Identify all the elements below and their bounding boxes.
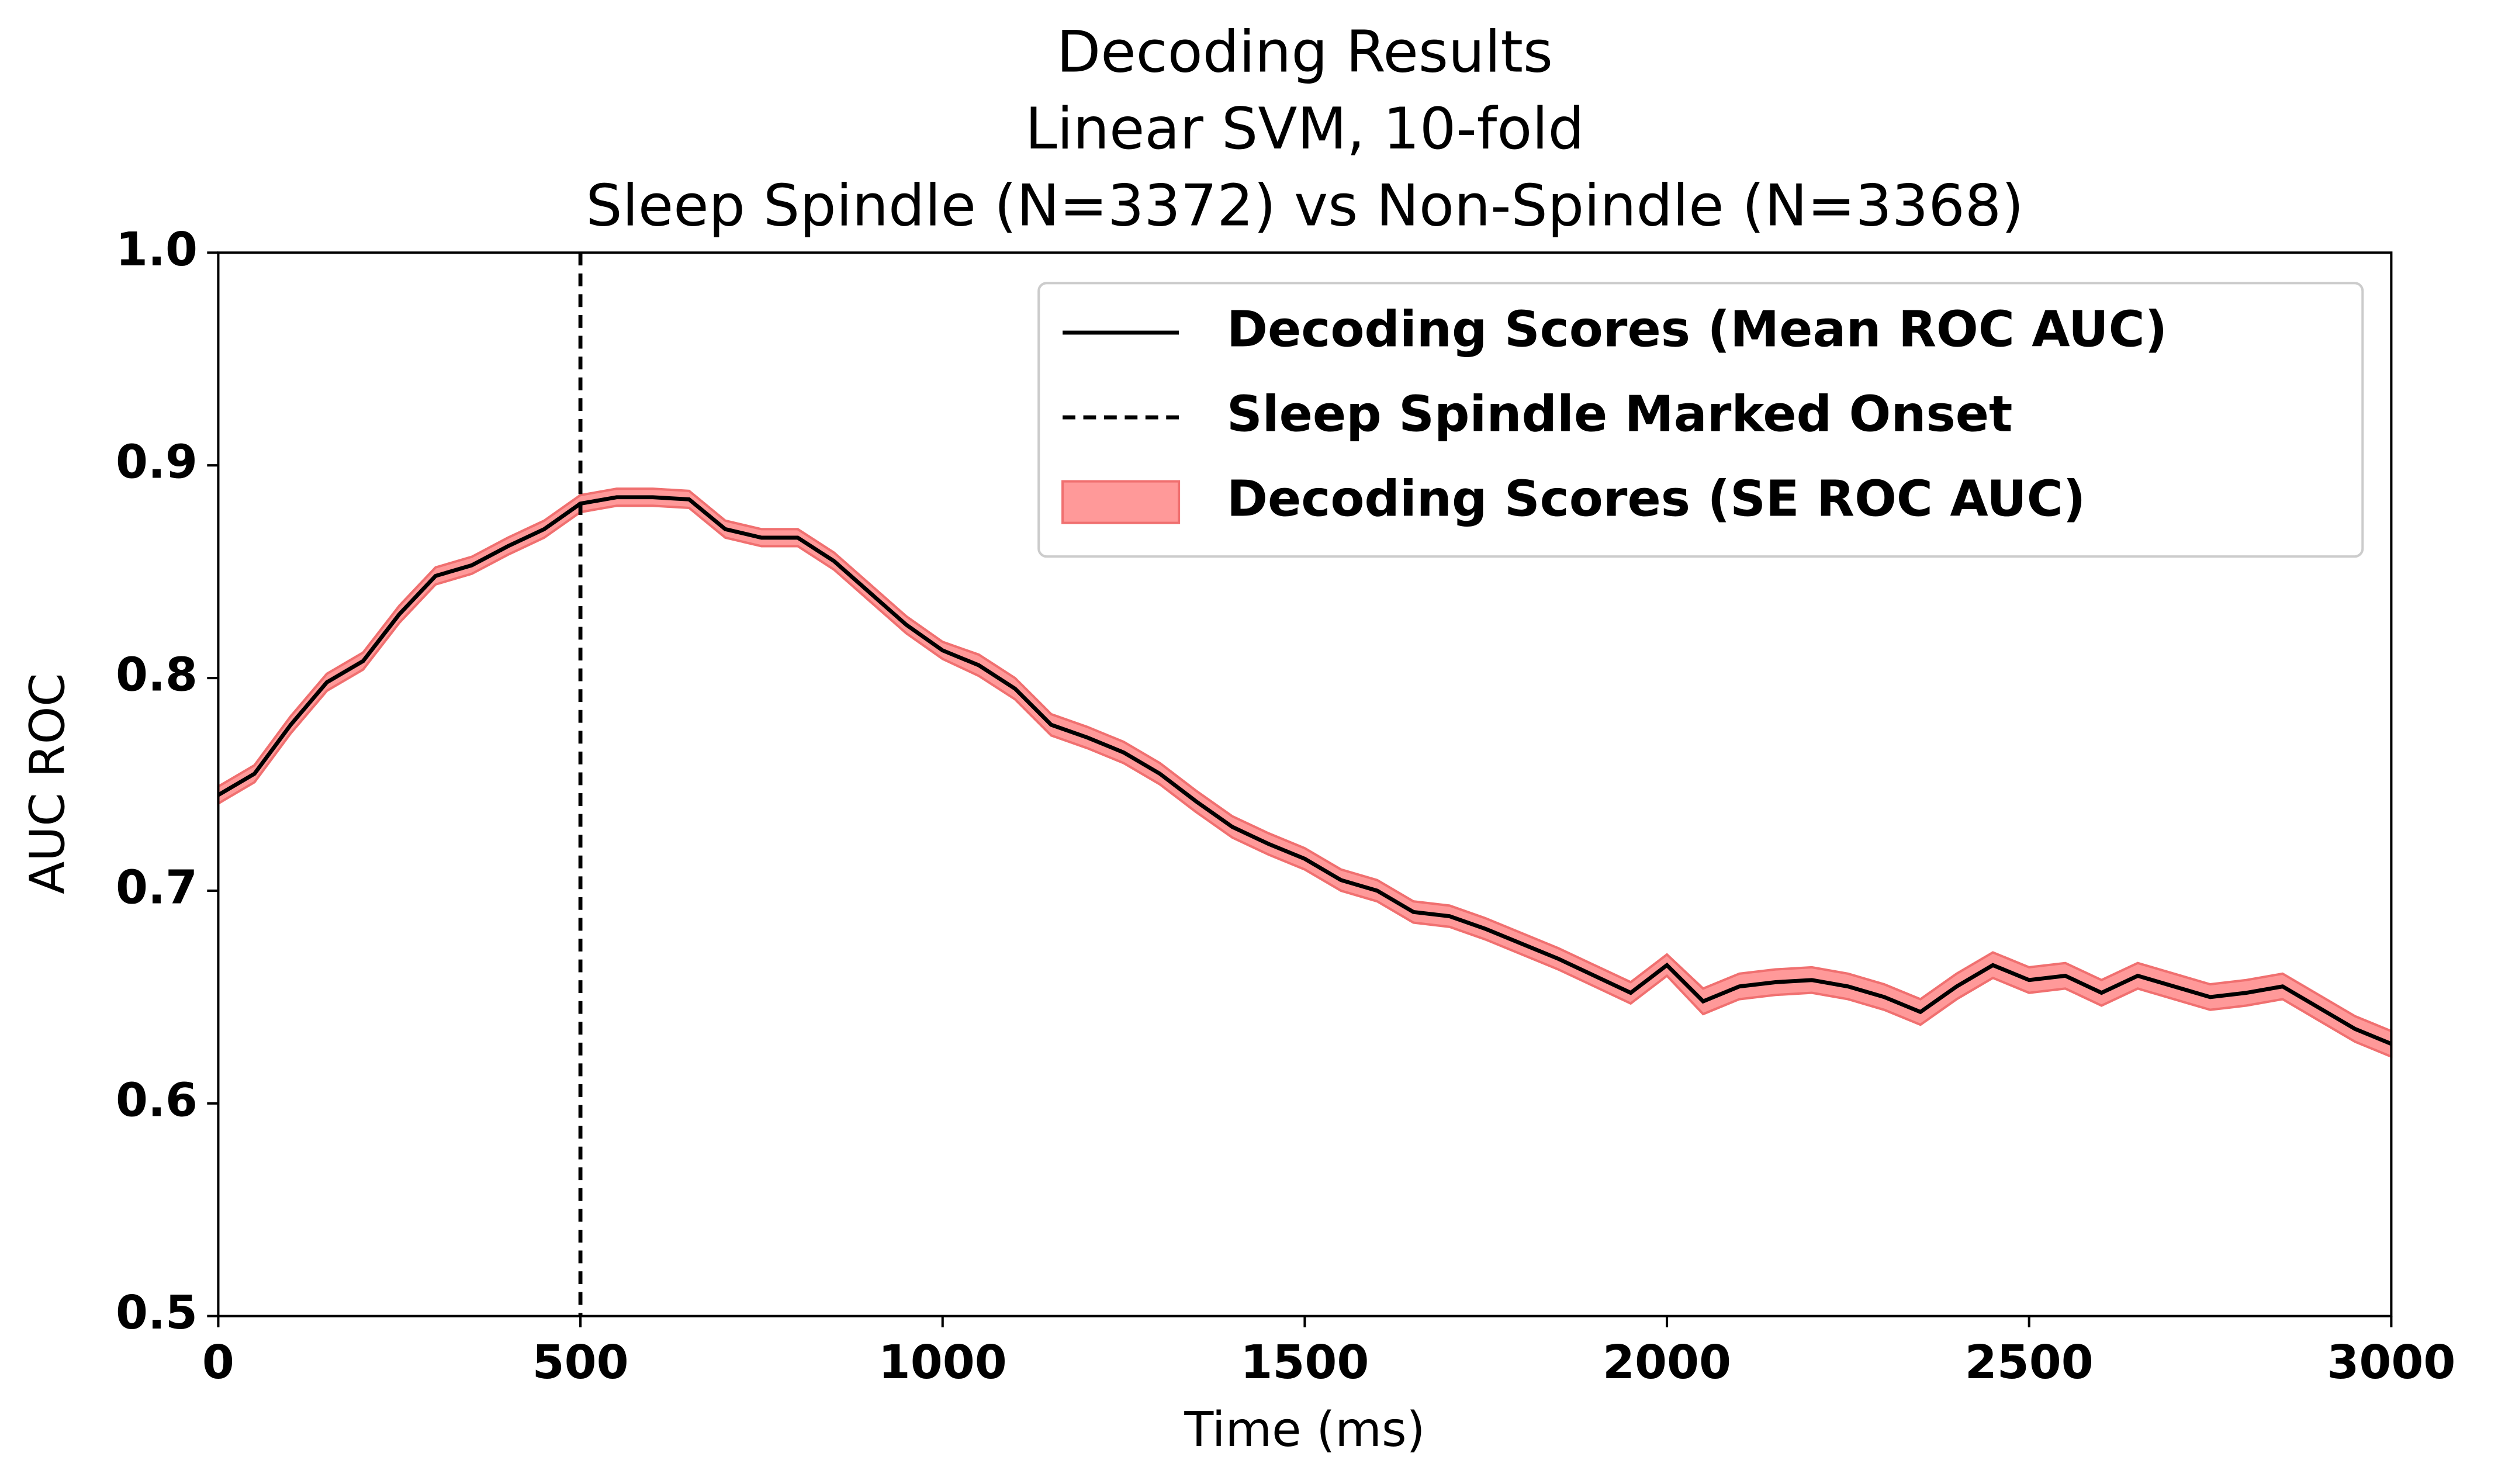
chart-title: Linear SVM, 10-fold	[1025, 96, 1584, 162]
y-tick-label: 0.9	[116, 435, 198, 489]
chart-title: Sleep Spindle (N=3372) vs Non-Spindle (N…	[586, 172, 2023, 239]
legend-label: Decoding Scores (Mean ROC AUC)	[1227, 300, 2167, 358]
legend-box	[1037, 282, 2364, 558]
legend-label: Sleep Spindle Marked Onset	[1227, 385, 2013, 442]
x-axis-label: Time (ms)	[1184, 1402, 1425, 1458]
se-band	[217, 487, 2393, 1058]
x-tick-label: 1500	[1240, 1335, 1369, 1389]
legend-label: Decoding Scores (SE ROC AUC)	[1227, 469, 2085, 527]
y-axis-label: AUC ROC	[20, 673, 76, 894]
x-tick-label: 2000	[1603, 1335, 1731, 1389]
y-tick-label: 0.7	[116, 860, 198, 914]
x-tick-label: 0	[202, 1335, 234, 1389]
x-tick-label: 500	[532, 1335, 629, 1389]
legend-swatch	[1061, 480, 1181, 524]
chart-title: Decoding Results	[1057, 19, 1553, 85]
y-tick-label: 0.5	[116, 1285, 198, 1340]
x-tick-label: 2500	[1965, 1335, 2094, 1389]
x-tick-label: 3000	[2327, 1335, 2455, 1389]
legend: Decoding Scores (Mean ROC AUC) Sleep Spin…	[1037, 282, 2364, 558]
y-tick-label: 0.8	[116, 647, 198, 701]
x-tick-label: 1000	[878, 1335, 1007, 1389]
y-tick-label: 0.6	[116, 1073, 198, 1127]
y-tick-label: 1.0	[116, 222, 198, 276]
